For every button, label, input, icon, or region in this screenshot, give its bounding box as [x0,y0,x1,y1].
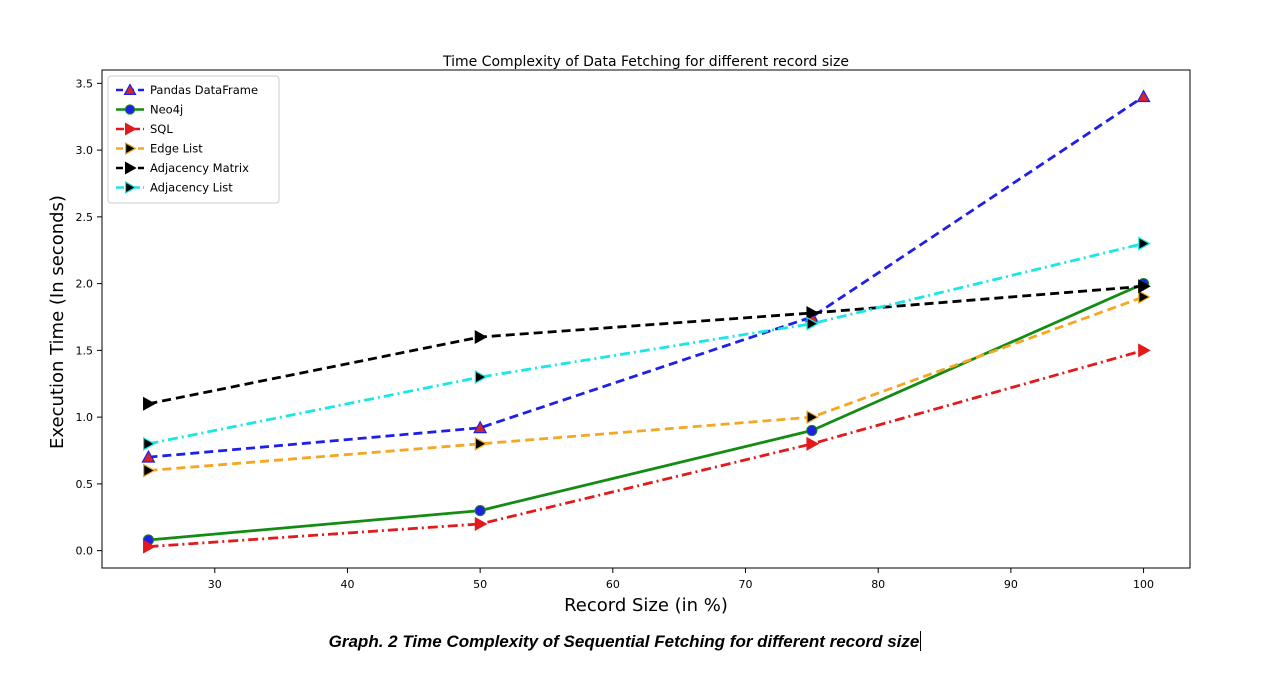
legend-box [107,75,280,204]
y-tick-label: 1.5 [76,344,94,357]
y-tick-label: 0.0 [76,545,94,558]
legend-label: Adjacency List [150,181,233,195]
data-point [473,420,488,434]
x-tick-label: 100 [1133,578,1154,591]
x-tick-label: 40 [340,578,354,591]
series-line-3 [148,295,1145,472]
legend-marker [124,122,137,136]
legend: Pandas DataFrame Neo4j SQL Edge List Adjace… [107,75,280,204]
figure-caption: Graph. 2 Time Complexity of Sequential F… [0,631,1250,652]
y-axis-label: Execution Time (In seconds) [47,195,68,449]
chart-title: Time Complexity of Data Fetching for dif… [442,54,849,70]
legend-label: Edge List [150,142,203,156]
data-point [143,396,156,411]
legend-label: Pandas DataFrame [150,83,258,97]
caption-text: Graph. 2 Time Complexity of Sequential F… [328,632,920,651]
x-tick-label: 50 [473,578,487,591]
data-point [806,410,820,425]
data-point [143,539,156,554]
data-point [1138,236,1151,251]
legend-marker [124,141,137,156]
x-tick-label: 30 [208,578,222,591]
legend-marker [124,161,137,175]
data-point [806,436,820,451]
y-tick-label: 0.5 [76,478,94,491]
y-tick-label: 1.0 [76,411,94,424]
series-line-2 [148,349,1144,549]
data-point [143,436,156,451]
data-point [143,463,156,478]
data-point [474,436,488,451]
series-line-4 [148,284,1144,406]
y-tick-label: 2.5 [76,211,94,224]
data-point [1138,279,1151,294]
data-point [474,370,488,385]
legend-label: Adjacency Matrix [150,161,249,175]
data-point [806,305,820,321]
data-point [474,504,486,517]
legend-marker [123,83,137,96]
legend-marker [124,104,136,115]
line-chart: Time Complexity of Data Fetching for dif… [47,54,1191,616]
legend-label: Neo4j [150,103,183,117]
data-point [474,516,488,531]
x-axis-label: Record Size (in %) [564,595,728,616]
data-point [1138,343,1151,358]
data-point [806,424,818,437]
x-tick-label: 70 [739,578,753,591]
x-tick-label: 90 [1004,578,1018,591]
data-point [806,316,820,331]
data-point [1138,289,1151,304]
series-line-0 [148,95,1145,459]
y-tick-label: 3.0 [76,144,94,157]
text-cursor [920,631,922,651]
series-line-1 [148,282,1145,542]
x-tick-label: 60 [606,578,620,591]
series-line-5 [148,242,1144,446]
x-tick-label: 80 [871,578,885,591]
legend-marker [124,180,137,195]
plot-area: 30 40 50 60 70 80 90 100 0.0 0.5 1.0 1.5 2.0 2.5 3.0 3.… [76,77,1155,591]
axes-frame [101,69,1191,569]
data-point [1136,89,1151,103]
y-tick-label: 3.5 [76,77,94,90]
data-point [141,449,156,463]
legend-label: SQL [150,122,173,136]
data-point [474,330,488,345]
y-tick-label: 2.0 [76,278,94,291]
